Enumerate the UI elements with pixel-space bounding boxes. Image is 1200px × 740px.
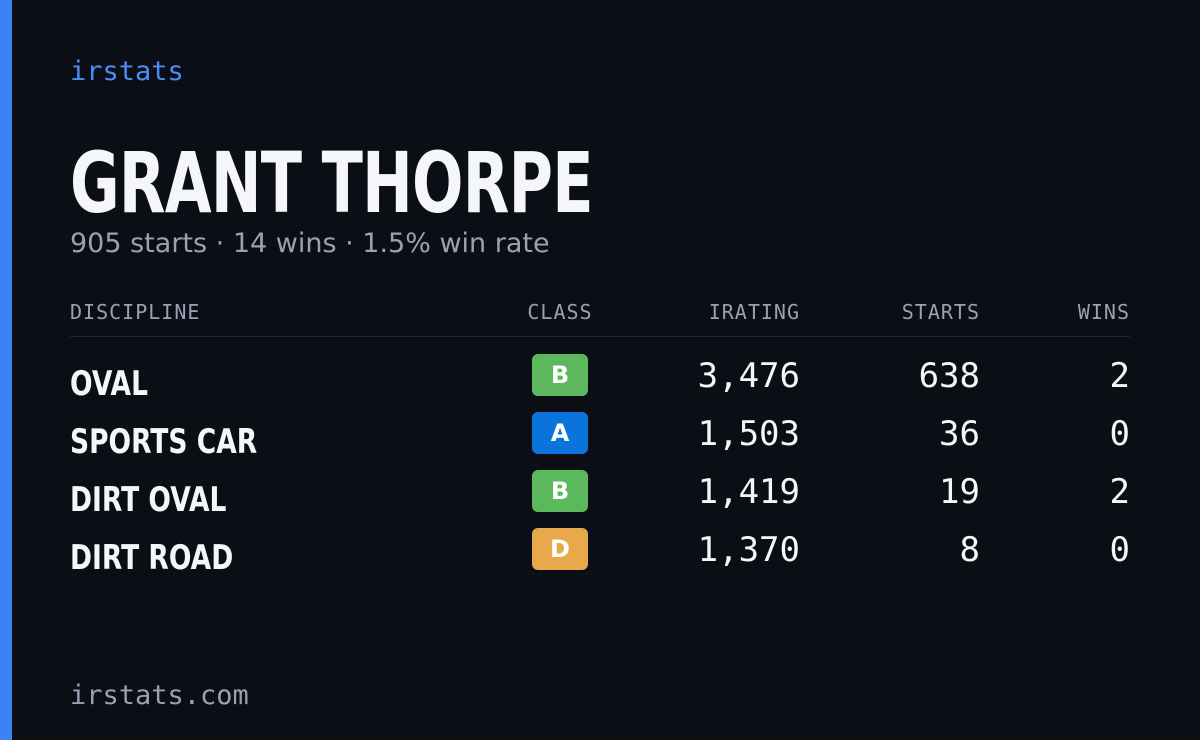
stat-value: 1,503 [697,414,800,454]
column-header: DISCIPLINE [70,300,201,324]
accent-bar [0,0,12,740]
driver-summary: 905 starts · 14 wins · 1.5% win rate [70,228,550,259]
column-header: CLASS [527,300,593,324]
class-badge: B [532,354,588,396]
discipline: SPORTS CAR [70,422,258,462]
stat-value: 2 [1109,356,1130,396]
column-header: STARTS [901,300,980,324]
footer: irstats.com [70,680,249,711]
class-badge: D [532,528,588,570]
discipline: OVAL [70,364,148,404]
stat-value: 2 [1109,472,1130,512]
driver-name: GRANT THORPE [70,134,594,232]
column-header: IRATING [708,300,800,324]
stat-value: 0 [1109,530,1130,570]
brand: irstats [70,56,184,87]
discipline: DIRT ROAD [70,538,234,578]
class-badge: B [532,470,588,512]
stat-value: 638 [918,356,980,396]
column-header: WINS [1077,300,1130,324]
stat-value: 1,419 [697,472,800,512]
stat-value: 19 [939,472,980,512]
discipline: DIRT OVAL [70,480,227,520]
stat-value: 36 [939,414,980,454]
class-badge: A [532,412,588,454]
stat-value: 3,476 [697,356,800,396]
stat-value: 0 [1109,414,1130,454]
header-rule [70,336,1130,337]
stat-value: 8 [959,530,980,570]
stat-value: 1,370 [697,530,800,570]
